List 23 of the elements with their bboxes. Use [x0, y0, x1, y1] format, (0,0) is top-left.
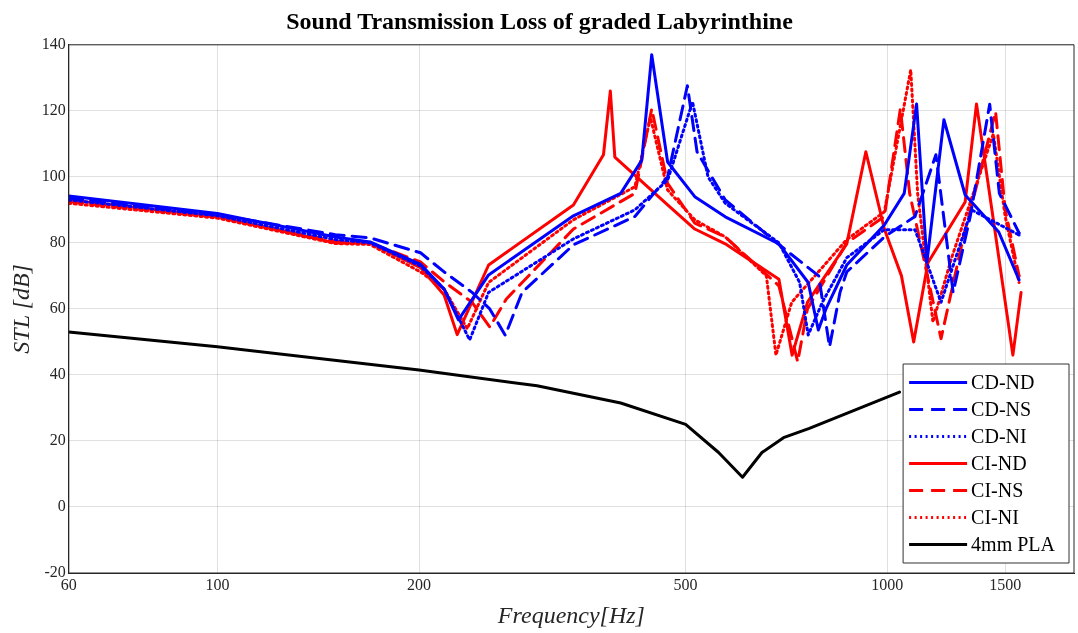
legend-label: CI-NS	[971, 478, 1024, 501]
legend-label: 4mm PLA	[971, 532, 1056, 555]
chart-title: Sound Transmission Loss of graded Labyrinthine	[286, 7, 794, 34]
y-tick-label: 20	[49, 431, 66, 449]
legend-label: CI-ND	[971, 451, 1027, 474]
y-tick-label: 100	[41, 167, 66, 185]
y-axis-title: STL [dB]	[7, 264, 34, 354]
x-tick-label: 1000	[871, 575, 904, 593]
y-tick-label: 80	[49, 233, 66, 251]
y-tick-label: 0	[57, 497, 66, 515]
y-tick-label: 60	[49, 299, 66, 317]
x-tick-label: 100	[205, 575, 230, 593]
x-tick-label: 500	[673, 575, 698, 593]
legend-label: CI-NI	[971, 505, 1019, 528]
x-tick-label: 1500	[989, 575, 1022, 593]
y-tick-label: 140	[41, 35, 66, 52]
legend-label: CD-NS	[971, 397, 1032, 420]
x-tick-label: 200	[407, 575, 432, 593]
legend-label: CD-NI	[971, 424, 1027, 447]
legend-label: CD-ND	[971, 370, 1035, 393]
y-tick-label: 120	[41, 101, 66, 119]
y-tick-label: 40	[49, 365, 66, 383]
x-axis-title: Frequency[Hz]	[496, 601, 645, 628]
